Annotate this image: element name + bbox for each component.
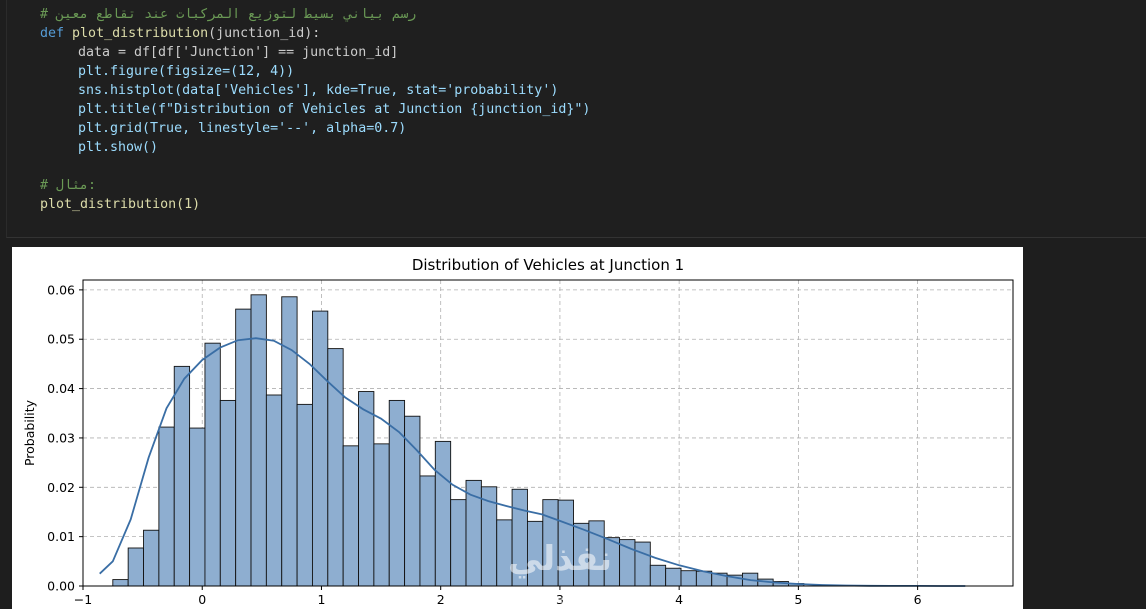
x-tick-label: 0	[198, 592, 206, 607]
code-comment-arabic: # رسم بياني بسيط لتوزيع المركبات عند تقا…	[40, 7, 417, 22]
y-tick-label: 0.03	[47, 430, 75, 445]
histogram-bar	[296, 403, 313, 587]
code-cell[interactable]: # رسم بياني بسيط لتوزيع المركبات عند تقا…	[6, 0, 1146, 238]
histogram-bar	[204, 342, 221, 587]
y-tick-label: 0.00	[47, 579, 75, 594]
code-line-grid: plt.grid(True, linestyle='--', alpha=0.7…	[78, 121, 407, 136]
histogram-bar	[450, 499, 467, 587]
histogram-bar	[404, 415, 421, 587]
watermark: نفذلي nafezly.com	[508, 539, 628, 608]
y-tick-label: 0.05	[47, 332, 75, 347]
histogram-chart: Distribution of Vehicles at Junction 1 P…	[22, 256, 1014, 608]
def-params: (junction_id):	[208, 26, 321, 41]
histogram-bar	[342, 445, 359, 587]
histogram-bar	[158, 426, 175, 587]
histogram-bar	[388, 399, 406, 587]
y-tick-label: 0.06	[47, 282, 75, 297]
x-tick-label: 3	[556, 592, 564, 607]
code-comment-example: # مثال:	[40, 178, 97, 193]
code-line-show: plt.show()	[78, 140, 159, 155]
x-tick-label: 5	[794, 592, 802, 607]
histogram-bar	[127, 547, 144, 587]
kde-line	[99, 337, 966, 587]
x-tick-label: −1	[74, 592, 92, 607]
function-name: plot_distribution	[72, 26, 209, 41]
x-tick-label: 1	[317, 592, 325, 607]
y-axis-label: Probability	[22, 399, 37, 466]
histogram-bar	[235, 308, 252, 587]
code-line-call: plot_distribution(1)	[40, 197, 201, 212]
x-tick-label: 6	[914, 592, 922, 607]
histogram-bar	[680, 570, 697, 587]
histogram-bar	[219, 399, 237, 587]
histogram-bar	[311, 310, 329, 587]
watermark-url: nafezly.com	[516, 586, 628, 608]
histogram-bar	[265, 394, 283, 587]
def-keyword: def	[40, 26, 65, 41]
chart-title: Distribution of Vehicles at Junction 1	[412, 256, 684, 274]
histogram-bar	[419, 475, 436, 587]
x-tick-label: 4	[675, 592, 683, 607]
histogram-bar	[189, 427, 206, 587]
code-line-data: data = df[df['Junction'] == junction_id]	[78, 45, 399, 60]
histogram-bar	[173, 365, 191, 587]
code-line-histplot: sns.histplot(data['Vehicles'], kde=True,…	[78, 83, 559, 98]
x-tick-label: 2	[437, 592, 445, 607]
y-tick-label: 0.04	[47, 381, 75, 396]
histogram-bar	[634, 541, 651, 587]
histogram-bar	[143, 529, 160, 587]
histogram-bar	[358, 391, 375, 587]
code-line-def: def plot_distribution(junction_id):	[40, 24, 320, 43]
y-tick-label: 0.02	[47, 480, 75, 495]
y-tick-label: 0.01	[47, 529, 75, 544]
cell-output: Distribution of Vehicles at Junction 1 P…	[12, 247, 1023, 609]
histogram-bars	[112, 294, 805, 587]
axis-ticks: 0.00 0.01 0.02 0.03 0.04 0.05 0.06 −1 0 1 2 3 4 5 6	[47, 282, 921, 607]
code-line-figure: plt.figure(figsize=(12, 4))	[78, 64, 295, 79]
plot-frame	[82, 279, 1014, 587]
histogram-bar	[665, 567, 682, 587]
histogram-bar	[281, 296, 298, 587]
histogram-bar	[112, 579, 129, 587]
watermark-logo-text: نفذلي	[508, 539, 612, 579]
code-line-title: plt.title(f"Distribution of Vehicles at …	[78, 102, 591, 117]
histogram-bar	[434, 440, 452, 587]
histogram-bar	[373, 443, 390, 587]
histogram-bar	[649, 564, 667, 587]
